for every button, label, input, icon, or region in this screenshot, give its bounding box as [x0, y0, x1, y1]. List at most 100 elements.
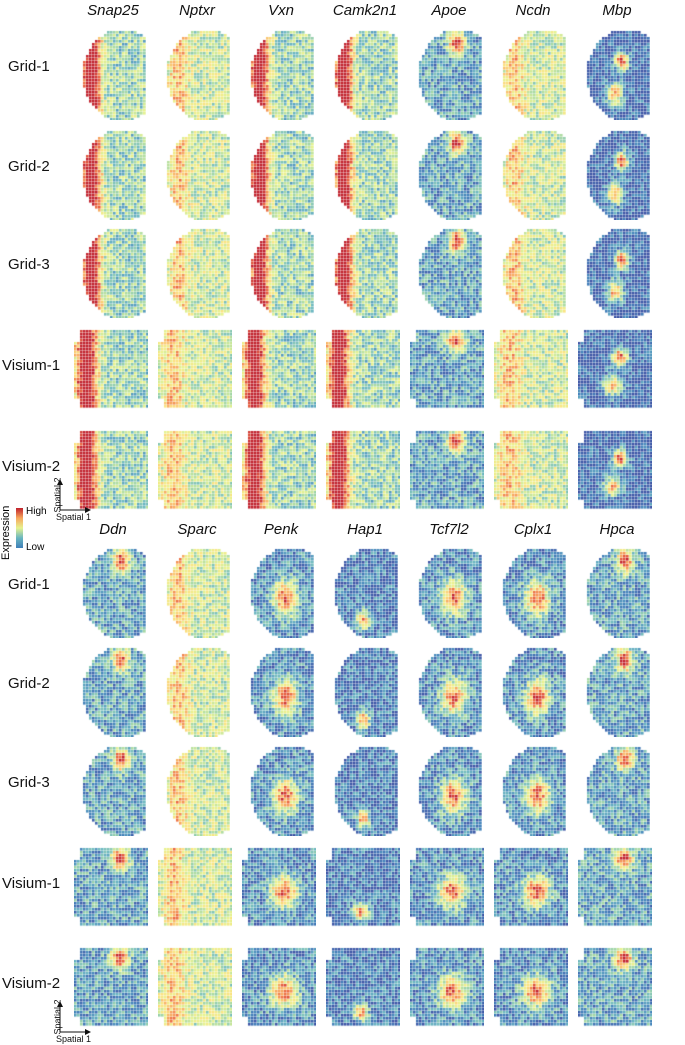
spatial-map — [500, 128, 566, 220]
axes-arrows — [57, 1001, 91, 1035]
spatial-map — [494, 945, 568, 1027]
spatial-map — [500, 645, 566, 737]
spatial-map — [248, 645, 314, 737]
expression-canvas — [248, 744, 314, 836]
spatial-map — [332, 744, 398, 836]
expression-canvas — [164, 128, 230, 220]
expression-canvas — [494, 327, 568, 409]
row-label: Visium-1 — [2, 875, 61, 892]
spatial-map — [410, 845, 484, 927]
spatial-map — [584, 744, 650, 836]
expression-canvas — [248, 128, 314, 220]
spatial-map — [332, 645, 398, 737]
expression-canvas — [494, 428, 568, 510]
expression-canvas — [494, 945, 568, 1027]
expression-canvas — [578, 428, 652, 510]
spatial-map — [248, 128, 314, 220]
expression-canvas — [80, 226, 146, 318]
row-label: Grid-2 — [8, 675, 50, 692]
expression-canvas — [578, 327, 652, 409]
spatial-map — [164, 645, 230, 737]
spatial-map — [248, 28, 314, 120]
expression-canvas — [158, 845, 232, 927]
spatial-map — [584, 226, 650, 318]
axis-label-spatial2: Spatial 2 — [52, 477, 63, 513]
expression-canvas — [164, 226, 230, 318]
gene-header: Hap1 — [347, 521, 383, 538]
expression-canvas — [326, 945, 400, 1027]
row-label: Grid-2 — [8, 158, 50, 175]
spatial-map — [332, 28, 398, 120]
spatial-map — [248, 744, 314, 836]
expression-canvas — [416, 28, 482, 120]
spatial-map — [416, 28, 482, 120]
axes-arrows — [57, 479, 91, 513]
expression-canvas — [164, 744, 230, 836]
spatial-map — [164, 28, 230, 120]
spatial-map — [410, 327, 484, 409]
spatial-map — [326, 845, 400, 927]
expression-canvas — [158, 327, 232, 409]
expression-canvas — [500, 226, 566, 318]
spatial-map — [80, 744, 146, 836]
expression-canvas — [248, 226, 314, 318]
gene-header: Cplx1 — [513, 521, 553, 538]
spatial-map — [416, 128, 482, 220]
spatial-map — [494, 845, 568, 927]
expression-canvas — [500, 744, 566, 836]
spatial-map — [332, 128, 398, 220]
expression-canvas — [584, 645, 650, 737]
gene-header: Vxn — [268, 2, 294, 19]
spatial-map — [80, 645, 146, 737]
spatial-map — [326, 428, 400, 510]
row-label: Visium-1 — [2, 357, 61, 374]
gene-header: Camk2n1 — [332, 2, 398, 19]
expression-canvas — [164, 645, 230, 737]
spatial-map — [584, 28, 650, 120]
expression-canvas — [158, 945, 232, 1027]
spatial-map — [416, 226, 482, 318]
spatial-map — [158, 945, 232, 1027]
spatial-map — [416, 744, 482, 836]
legend-gradient — [16, 508, 23, 548]
expression-canvas — [164, 546, 230, 638]
spatial-map — [500, 28, 566, 120]
expression-canvas — [326, 845, 400, 927]
expression-canvas — [416, 546, 482, 638]
expression-canvas — [80, 645, 146, 737]
spatial-map — [326, 327, 400, 409]
row-label: Visium-2 — [2, 458, 61, 475]
expression-canvas — [248, 645, 314, 737]
spatial-map — [74, 845, 148, 927]
expression-canvas — [410, 428, 484, 510]
expression-canvas — [74, 428, 148, 510]
gene-header: Hpca — [599, 521, 635, 538]
expression-canvas — [584, 744, 650, 836]
spatial-map — [416, 645, 482, 737]
spatial-map — [158, 428, 232, 510]
axis-label-spatial2: Spatial 2 — [52, 999, 63, 1035]
spatial-map — [242, 428, 316, 510]
spatial-map — [158, 845, 232, 927]
row-label: Grid-3 — [8, 774, 50, 791]
spatial-map — [578, 845, 652, 927]
expression-canvas — [80, 28, 146, 120]
expression-canvas — [248, 28, 314, 120]
expression-canvas — [242, 428, 316, 510]
expression-canvas — [410, 327, 484, 409]
expression-canvas — [500, 128, 566, 220]
axis-label-spatial1: Spatial 1 — [56, 512, 92, 522]
row-label: Grid-1 — [8, 576, 50, 593]
expression-canvas — [164, 28, 230, 120]
spatial-map — [410, 945, 484, 1027]
expression-canvas — [326, 327, 400, 409]
spatial-map — [248, 226, 314, 318]
expression-canvas — [242, 327, 316, 409]
expression-canvas — [578, 945, 652, 1027]
legend-title: Expression — [0, 505, 12, 560]
gene-header: Penk — [263, 521, 299, 538]
spatial-map — [578, 945, 652, 1027]
expression-canvas — [410, 845, 484, 927]
expression-canvas — [74, 327, 148, 409]
expression-canvas — [500, 28, 566, 120]
